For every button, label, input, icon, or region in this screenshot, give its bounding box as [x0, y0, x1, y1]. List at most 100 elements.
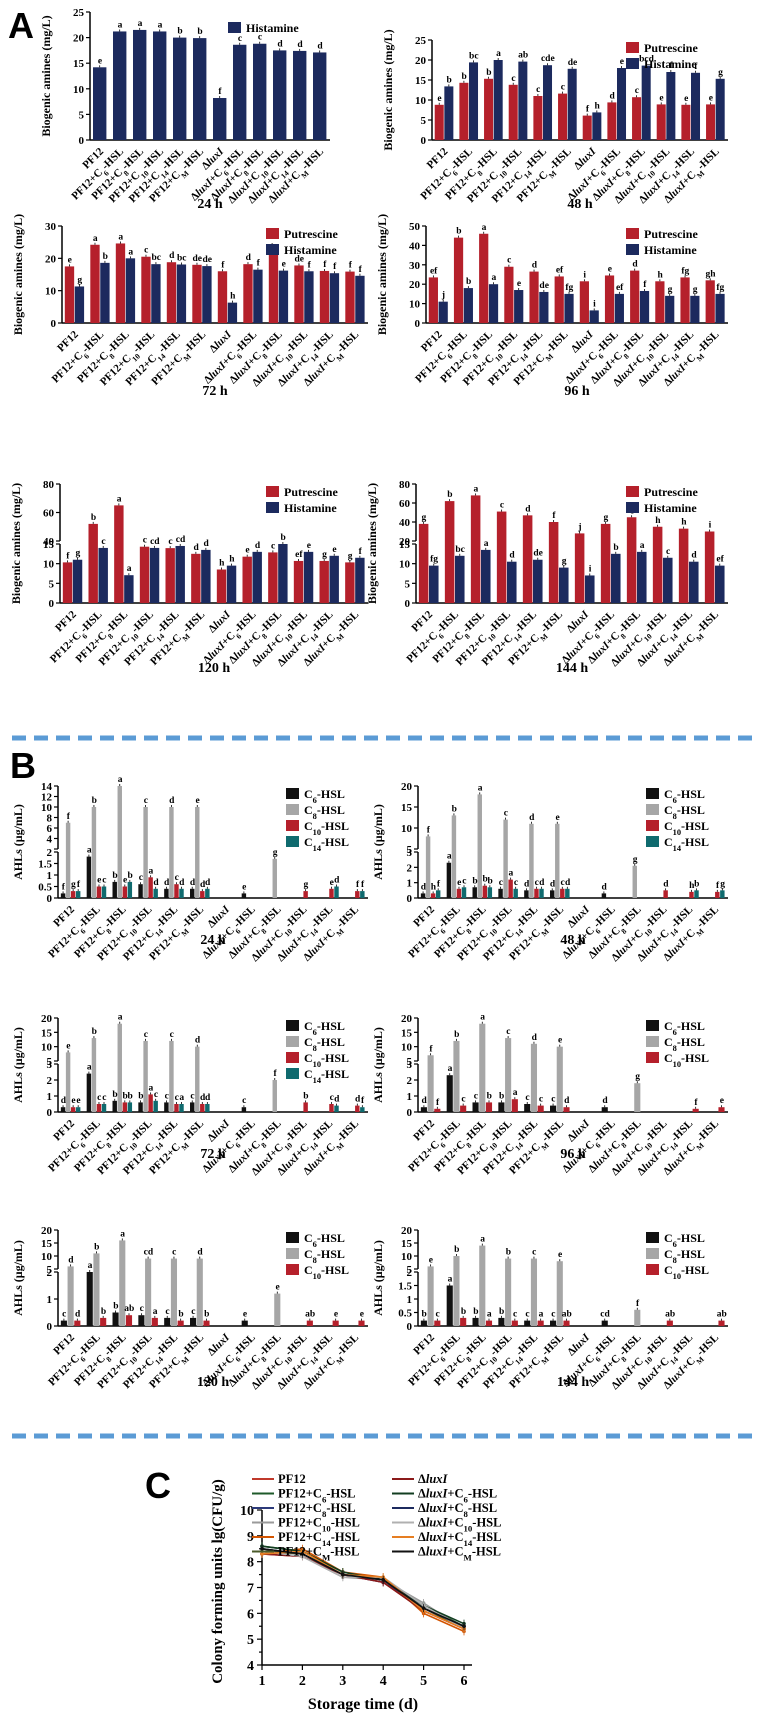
- bar: [446, 1285, 453, 1326]
- significance-letter: de: [568, 58, 578, 68]
- bar: [177, 1320, 184, 1326]
- y-tick-label: 10: [240, 1504, 254, 1519]
- significance-letter: a: [120, 1229, 125, 1239]
- bar: [438, 301, 448, 323]
- bar: [434, 104, 444, 140]
- chart-title: 144 h: [556, 661, 589, 676]
- significance-letter: c: [102, 1093, 106, 1103]
- significance-letter: a: [480, 1235, 485, 1245]
- bar: [529, 823, 534, 898]
- bar: [334, 1105, 339, 1112]
- bar: [86, 1272, 93, 1326]
- y-tick-label: 1: [407, 1294, 413, 1306]
- y-axis-label: Biogenic amines (mg/L): [381, 29, 395, 150]
- legend-label: C8-HSL: [664, 1247, 705, 1265]
- legend-swatch: [646, 788, 659, 799]
- significance-letter: e: [720, 1096, 724, 1106]
- bar: [663, 557, 673, 603]
- bar: [485, 1320, 493, 1326]
- significance-letter: d: [255, 541, 261, 551]
- x-tick-label: 2: [299, 1674, 306, 1689]
- chart-title: 24 h: [200, 933, 226, 948]
- y-tick-label: 5: [47, 1264, 53, 1276]
- significance-letter: e: [97, 876, 101, 886]
- y-tick-label: 80: [399, 479, 411, 491]
- y-tick-label: 15: [415, 75, 427, 87]
- bar: [98, 547, 108, 603]
- bar: [524, 890, 529, 898]
- bar: [70, 1107, 76, 1112]
- significance-letter: e: [195, 796, 199, 806]
- bar: [169, 1040, 174, 1112]
- data-point: [260, 1546, 264, 1551]
- y-tick-label: 10: [401, 1251, 413, 1263]
- significance-letter: g: [604, 513, 609, 523]
- x-tick-label: 3: [339, 1674, 346, 1689]
- significance-letter: e: [98, 56, 102, 66]
- y-tick-label: 30: [45, 221, 57, 233]
- significance-letter: f: [636, 1299, 640, 1309]
- significance-letter: a: [138, 19, 143, 29]
- legend-label: PF12+C6-HSL: [278, 1487, 356, 1505]
- bar: [601, 893, 607, 898]
- bar: [511, 1099, 518, 1112]
- bar: [319, 560, 329, 603]
- y-tick-label: 10: [409, 299, 421, 311]
- significance-letter: b: [499, 1091, 504, 1101]
- significance-letter: j: [441, 291, 445, 301]
- legend-label: Putrescine: [644, 41, 698, 55]
- bar: [90, 244, 100, 323]
- bar: [715, 293, 725, 323]
- bar: [634, 1309, 641, 1326]
- significance-letter: f: [273, 1069, 277, 1079]
- bar: [101, 886, 107, 898]
- bar: [253, 43, 267, 140]
- bar: [355, 557, 365, 603]
- significance-letter: d: [75, 1310, 81, 1320]
- chart-c: 4 5 6 7 8 9 10 1 2 3 4 5 6 Colony forming units lg(CF…: [210, 1472, 501, 1713]
- significance-letter: i: [593, 299, 596, 309]
- significance-letter: c: [436, 1310, 440, 1320]
- bar: [125, 258, 136, 323]
- legend-label: Histamine: [644, 501, 697, 515]
- bar: [556, 1261, 563, 1326]
- significance-letter: c: [561, 83, 565, 93]
- bar: [720, 890, 725, 898]
- bar: [715, 891, 720, 898]
- significance-letter: de: [193, 254, 203, 264]
- bar: [488, 284, 499, 323]
- bar: [124, 575, 134, 603]
- y-tick-label: 20: [401, 1013, 413, 1025]
- bar: [539, 888, 544, 898]
- significance-letter: f: [221, 260, 225, 270]
- bar: [174, 1104, 179, 1112]
- significance-letter: b: [462, 72, 467, 82]
- bar: [496, 511, 507, 603]
- legend-label: ΔluxI+C6-HSL: [418, 1487, 497, 1505]
- significance-letter: e: [71, 1096, 75, 1106]
- bar: [227, 302, 238, 323]
- significance-letter: c: [474, 1091, 478, 1101]
- significance-letter: f: [694, 1098, 698, 1108]
- bar: [477, 794, 482, 898]
- bar: [205, 1104, 210, 1112]
- significance-letter: g: [668, 285, 673, 295]
- bar: [91, 807, 97, 898]
- bar: [117, 786, 122, 898]
- significance-letter: e: [334, 1310, 338, 1320]
- bar: [170, 1258, 178, 1326]
- chart-title: 96 h: [564, 384, 590, 399]
- bar: [522, 515, 533, 603]
- y-tick-label: 5: [49, 578, 55, 590]
- bar: [67, 1266, 74, 1326]
- legend-swatch: [228, 22, 241, 33]
- bar: [481, 549, 491, 603]
- legend-swatch: [286, 820, 299, 831]
- bar: [96, 1104, 102, 1112]
- legend-swatch: [646, 1264, 659, 1275]
- legend-label: C8-HSL: [304, 1035, 345, 1053]
- bar: [550, 890, 555, 898]
- significance-letter: f: [586, 105, 590, 115]
